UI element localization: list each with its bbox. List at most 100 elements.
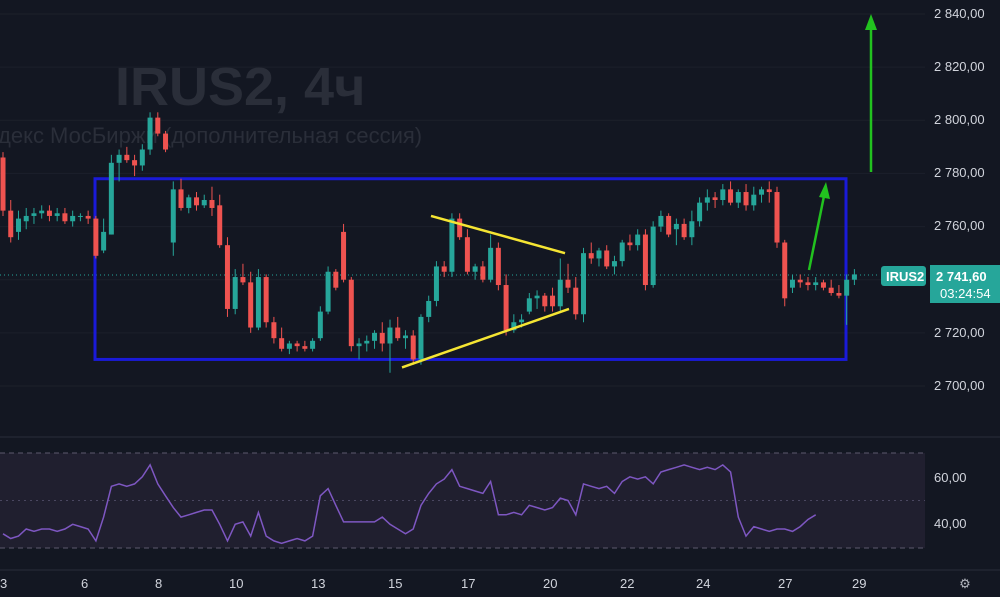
candle-body [348, 279, 354, 347]
candle [31, 207, 37, 224]
candle-body [31, 213, 37, 216]
time-axis[interactable]: 3 6 8 10 13 15 17 20 22 24 27 29 [0, 576, 866, 591]
rsi-tick-60: 60,00 [934, 470, 967, 485]
candle [627, 234, 633, 251]
candle-body [650, 226, 656, 286]
candle-body [279, 338, 285, 349]
candle [132, 154, 138, 177]
candle-body [557, 279, 563, 307]
candle [62, 207, 68, 224]
triangle-upper-line[interactable] [430, 214, 566, 255]
candle [697, 197, 703, 227]
candle [224, 237, 230, 317]
range-box[interactable] [93, 177, 848, 361]
price-tick-2700: 2 700,00 [934, 378, 985, 393]
arrow-short-shaft [807, 195, 826, 271]
candle-body [534, 295, 540, 299]
candle [557, 258, 563, 312]
candle [186, 194, 192, 214]
candle [797, 274, 803, 288]
candle [488, 234, 494, 283]
candle-body [789, 279, 795, 288]
arrow-long-head [865, 14, 877, 30]
candle [604, 245, 610, 270]
time-tick-10: 10 [229, 576, 243, 591]
candle-body [433, 266, 439, 301]
candle-body [8, 210, 14, 238]
candle [302, 340, 308, 352]
price-grid [0, 13, 925, 387]
candle-body [178, 189, 184, 208]
candle [426, 295, 432, 323]
candle [379, 322, 385, 352]
candle-body [387, 327, 393, 344]
candle [472, 263, 478, 280]
time-tick-20: 20 [543, 576, 557, 591]
candle [596, 247, 602, 267]
candle-body [294, 343, 300, 347]
time-tick-24: 24 [696, 576, 710, 591]
watermark-title: IRUS2, 4ч [115, 57, 365, 117]
candle [642, 229, 648, 291]
time-tick-27: 27 [778, 576, 792, 591]
candle [712, 192, 718, 208]
time-tick-6: 6 [81, 576, 88, 591]
candle-body [441, 266, 447, 272]
arrow-long-up[interactable] [865, 14, 877, 172]
candle-body [472, 266, 478, 272]
candle [704, 189, 710, 211]
gear-icon[interactable]: ⚙ [959, 576, 971, 591]
candle-body [588, 253, 594, 259]
candle-body [15, 218, 21, 232]
candle-body [201, 200, 207, 206]
time-tick-8: 8 [155, 576, 162, 591]
candle-body [418, 316, 424, 360]
candle-body [108, 162, 114, 235]
candle-body [604, 250, 610, 267]
candle-body [611, 261, 617, 267]
candle-body [410, 335, 416, 360]
candle [147, 112, 153, 155]
candle-body [271, 322, 277, 339]
candle [588, 242, 594, 264]
rsi-axis[interactable]: 60,00 40,00 [934, 470, 967, 531]
symbol-tag[interactable]: IRUS2 [881, 266, 926, 286]
candle [774, 186, 780, 248]
candle-body [836, 293, 842, 296]
candle [255, 269, 261, 331]
candle-body [720, 189, 726, 200]
candle-body [635, 234, 641, 246]
candle-body [263, 277, 269, 323]
candle [751, 186, 757, 211]
candle-body [93, 218, 99, 256]
candle [372, 330, 378, 349]
price-tag[interactable]: 2 741,60 03:24:54 [930, 265, 1000, 303]
time-tick-17: 17 [461, 576, 475, 591]
candle-body [62, 213, 68, 222]
candle-body [596, 250, 602, 259]
candle [805, 277, 811, 291]
candle [464, 229, 470, 275]
triangle-lower-line[interactable] [401, 307, 570, 369]
arrow-short-up[interactable] [807, 182, 830, 271]
candle [728, 181, 734, 206]
candle [495, 242, 501, 291]
price-axis[interactable]: 2 840,00 2 820,00 2 800,00 2 780,00 2 76… [934, 6, 985, 393]
candle [54, 207, 60, 222]
candle-body [163, 133, 169, 150]
candle-body [395, 327, 401, 339]
candle-body [364, 340, 370, 344]
candle-body [101, 231, 107, 251]
candle [194, 192, 199, 211]
candle [46, 205, 52, 222]
candle-body [704, 197, 710, 203]
candle [457, 213, 463, 240]
candle-body [116, 154, 122, 163]
time-tick-15: 15 [388, 576, 402, 591]
candle-body [851, 274, 857, 280]
candle-body [426, 300, 432, 317]
candle [844, 274, 850, 325]
symbol-tag-bg [881, 266, 926, 286]
candle-body [224, 245, 230, 309]
